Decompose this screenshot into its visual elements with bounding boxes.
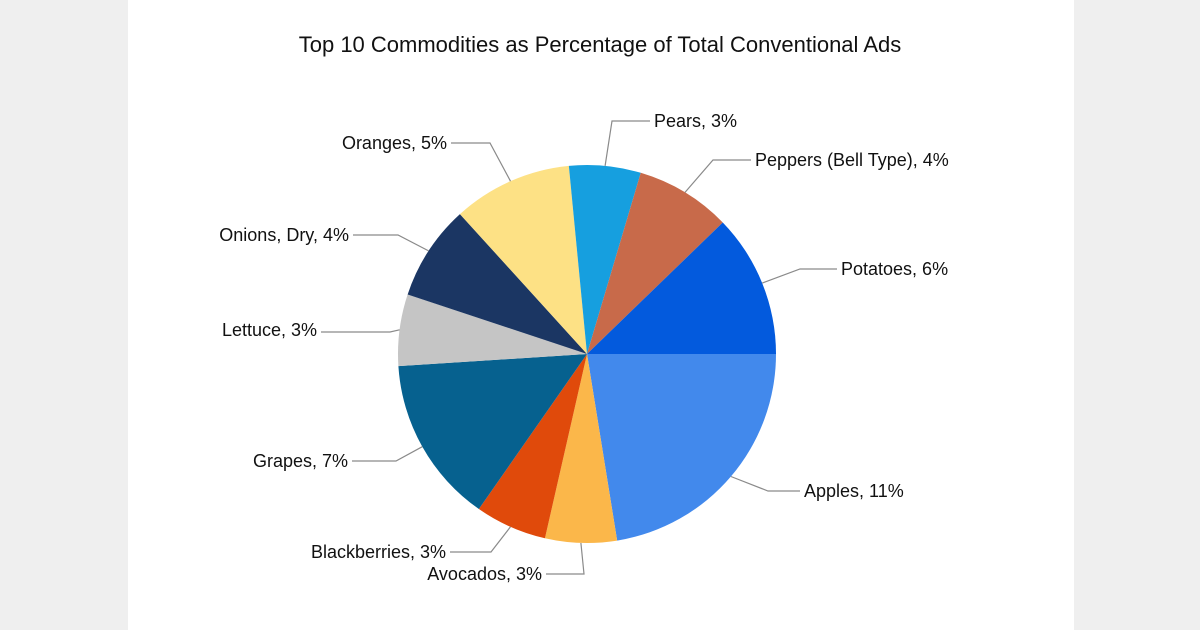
leader-line-oranges — [451, 142, 512, 182]
data-label-lettuce: Lettuce, 3% — [222, 320, 317, 340]
data-label-onions-dry: Onions, Dry, 4% — [219, 225, 349, 245]
data-label-blackberries: Blackberries, 3% — [311, 542, 446, 562]
pie-slice-grapes — [398, 354, 587, 510]
data-label-oranges: Oranges, 5% — [342, 133, 447, 153]
leader-line-avocados — [546, 542, 585, 575]
data-label-pears: Pears, 3% — [654, 111, 737, 131]
data-label-grapes: Grapes, 7% — [253, 451, 348, 471]
pie-slice-onions-dry — [407, 214, 587, 354]
leader-line-grapes — [352, 446, 423, 462]
pie-slice-potatoes — [587, 222, 776, 354]
pie-slice-peppers-bell-type — [587, 172, 723, 354]
data-label-apples: Apples, 11% — [804, 481, 904, 501]
pie-slice-oranges — [459, 165, 587, 354]
pie-slice-lettuce — [398, 294, 587, 367]
pie-slice-avocados — [544, 354, 618, 544]
data-label-avocados: Avocados, 3% — [427, 564, 542, 584]
leader-line-peppers-bell-type — [684, 159, 751, 193]
chart-title: Top 10 Commodities as Percentage of Tota… — [298, 32, 902, 57]
pie-slice-apples — [587, 354, 776, 541]
leader-line-blackberries — [450, 526, 511, 553]
leader-line-pears — [604, 120, 650, 166]
leader-line-onions-dry — [353, 234, 429, 252]
pie-slice-pears — [568, 164, 641, 354]
leader-line-potatoes — [761, 268, 837, 284]
leader-line-apples — [730, 475, 800, 492]
data-label-potatoes: Potatoes, 6% — [841, 259, 948, 279]
leader-line-lettuce — [321, 329, 400, 333]
pie-slice-blackberries — [478, 354, 587, 539]
data-label-peppers-bell-type: Peppers (Bell Type), 4% — [755, 150, 949, 170]
